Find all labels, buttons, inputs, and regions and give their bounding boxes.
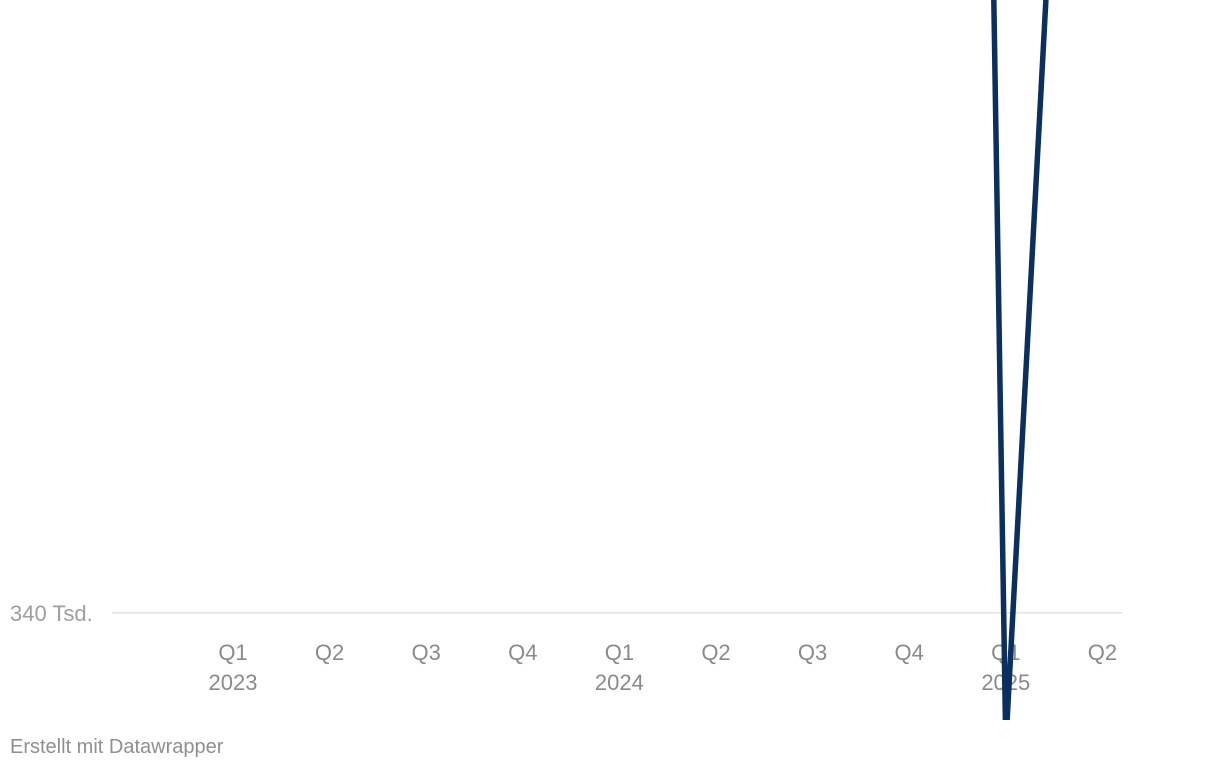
x-year-label: 2024 — [595, 670, 644, 695]
line-chart: 340 Tsd.360 Tsd.380 Tsd.400 Tsd.420 Tsd.… — [10, 0, 1122, 720]
series-line — [991, 0, 1049, 720]
x-tick-label: Q4 — [508, 640, 537, 665]
x-tick-label: Q3 — [798, 640, 827, 665]
x-tick-label: Q1 — [218, 640, 247, 665]
credit-footer: Erstellt mit Datawrapper — [10, 736, 224, 758]
gridlines — [112, 612, 1122, 614]
data-points — [223, 0, 1112, 720]
y-tick-label: 340 Tsd. — [10, 601, 93, 626]
x-tick-label: Q2 — [701, 640, 730, 665]
series-line-path — [991, 0, 1049, 720]
x-tick-label: Q1 — [605, 640, 634, 665]
x-tick-label: Q2 — [315, 640, 344, 665]
x-tick-label: Q2 — [1088, 640, 1117, 665]
y-axis-ticks: 340 Tsd.360 Tsd.380 Tsd.400 Tsd.420 Tsd.… — [10, 601, 93, 626]
x-tick-label: Q4 — [895, 640, 924, 665]
x-tick-label: Q3 — [412, 640, 441, 665]
x-year-label: 2023 — [209, 670, 258, 695]
